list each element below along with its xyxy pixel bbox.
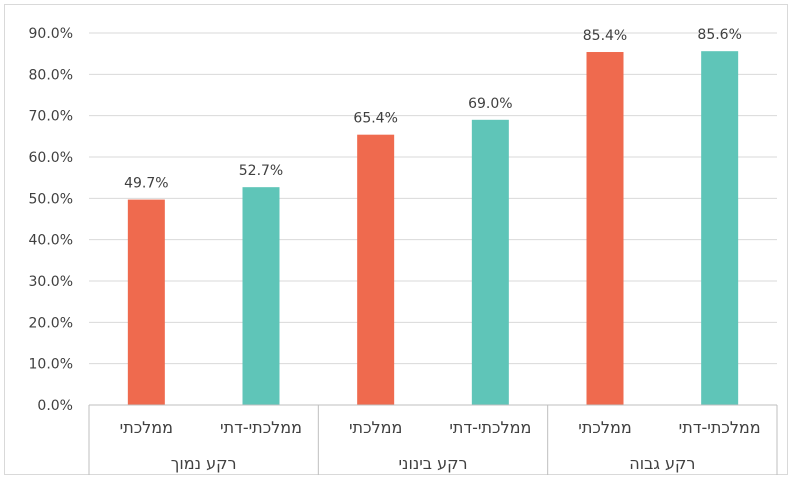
bar: [586, 52, 624, 405]
y-axis: 0.0% 10.0% 20.0% 30.0% 40.0% 50.0% 60.0% 70.0% 8…: [29, 26, 73, 414]
x-group-label: רקע גבוה: [629, 454, 695, 473]
x-axis: ממלכתי ממלכתי-דתי רקע נמוך ממלכתי ממלכתי-דתי…: [88, 404, 778, 475]
bar: [701, 51, 739, 405]
data-labels: 49.7% 52.7% 65.4% 69.0% 85.4% 85.6%: [124, 27, 742, 191]
x-category-label: ממלכתי-דתי: [679, 418, 761, 437]
data-label: 85.4%: [583, 28, 627, 44]
gridlines: [89, 32, 777, 365]
x-category-label: ממלכתי: [120, 418, 173, 437]
bar: [127, 199, 165, 405]
data-label: 65.4%: [353, 111, 397, 127]
y-tick-label: 20.0%: [29, 315, 73, 331]
x-category-label: ממלכתי-דתי: [449, 418, 531, 437]
y-tick-label: 30.0%: [29, 274, 73, 290]
y-tick-label: 90.0%: [29, 26, 73, 42]
y-tick-label: 50.0%: [29, 191, 73, 207]
y-tick-label: 70.0%: [29, 109, 73, 125]
y-tick-label: 0.0%: [37, 398, 73, 414]
x-category-label: ממלכתי: [578, 418, 631, 437]
x-category-label: ממלכתי: [349, 418, 402, 437]
bar: [242, 187, 280, 405]
data-label: 49.7%: [124, 176, 168, 192]
y-tick-label: 80.0%: [29, 67, 73, 83]
x-group-label: רקע נמוך: [171, 454, 237, 473]
x-group-label: רקע בינוני: [398, 454, 467, 473]
y-tick-label: 40.0%: [29, 233, 73, 249]
bar: [471, 119, 509, 406]
bars: [127, 51, 739, 406]
data-label: 85.6%: [697, 27, 741, 43]
data-label: 52.7%: [239, 163, 283, 179]
bar: [357, 134, 395, 405]
x-category-label: ממלכתי-דתי: [220, 418, 302, 437]
y-tick-label: 60.0%: [29, 150, 73, 166]
y-tick-label: 10.0%: [29, 357, 73, 373]
data-label: 69.0%: [468, 96, 512, 112]
